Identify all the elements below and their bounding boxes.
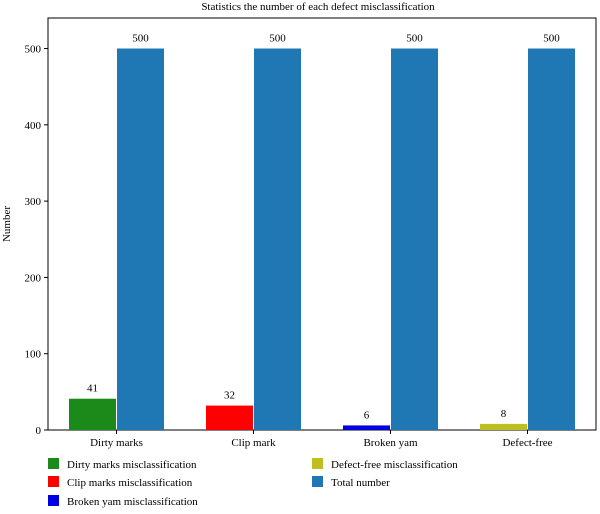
legend-swatch xyxy=(312,458,323,469)
bar-value-labels: 41 500 32 500 6 500 8 500 xyxy=(87,33,560,422)
y-axis-label: Number xyxy=(1,206,13,242)
plot-frame xyxy=(47,17,597,431)
x-tick-label: Dirty marks xyxy=(90,437,143,449)
bar-value-label: 6 xyxy=(364,409,370,421)
legend-label: Broken yam misclassification xyxy=(67,496,198,508)
y-tick-label: 300 xyxy=(25,196,42,208)
legend-label: Clip marks misclassification xyxy=(67,477,193,489)
y-axis-ticks: 0 100 200 300 400 500 xyxy=(25,44,48,437)
bar-value-label: 500 xyxy=(406,33,423,45)
legend-label: Defect-free misclassification xyxy=(331,459,458,471)
bar-value-label: 41 xyxy=(87,383,98,395)
legend-swatch xyxy=(48,476,59,487)
legend-label: Dirty marks misclassification xyxy=(67,459,197,471)
bar-series xyxy=(69,48,575,430)
x-tick-label: Clip mark xyxy=(231,437,276,449)
bar-total xyxy=(117,48,164,430)
bar-misclassification xyxy=(69,398,116,430)
legend-swatch xyxy=(312,476,323,487)
bar-misclassification xyxy=(343,425,390,430)
legend: Dirty marks misclassification Clip marks … xyxy=(48,458,458,508)
y-tick-label: 400 xyxy=(25,120,42,132)
legend-swatch xyxy=(48,495,59,506)
legend-label: Total number xyxy=(331,477,390,489)
bar-value-label: 500 xyxy=(132,33,149,45)
chart-title: Statistics the number of each defect mis… xyxy=(201,1,435,13)
y-tick-label: 0 xyxy=(36,425,42,437)
bar-value-label: 500 xyxy=(543,33,560,45)
y-tick-label: 500 xyxy=(25,44,42,56)
legend-swatch xyxy=(48,458,59,469)
bar-misclassification xyxy=(206,405,253,430)
bar-total xyxy=(254,48,301,430)
bar-misclassification xyxy=(480,423,527,430)
x-axis-ticks: Dirty marks Clip mark Broken yam Defect-fre… xyxy=(90,430,553,449)
bar-value-label: 500 xyxy=(269,33,286,45)
bar-total xyxy=(391,48,438,430)
y-tick-label: 200 xyxy=(25,272,42,284)
x-tick-label: Defect-free xyxy=(502,437,552,449)
bar-value-label: 32 xyxy=(224,390,235,402)
bar-value-label: 8 xyxy=(501,408,507,420)
y-tick-label: 100 xyxy=(25,349,42,361)
x-tick-label: Broken yam xyxy=(363,437,418,449)
bar-total xyxy=(528,48,575,430)
